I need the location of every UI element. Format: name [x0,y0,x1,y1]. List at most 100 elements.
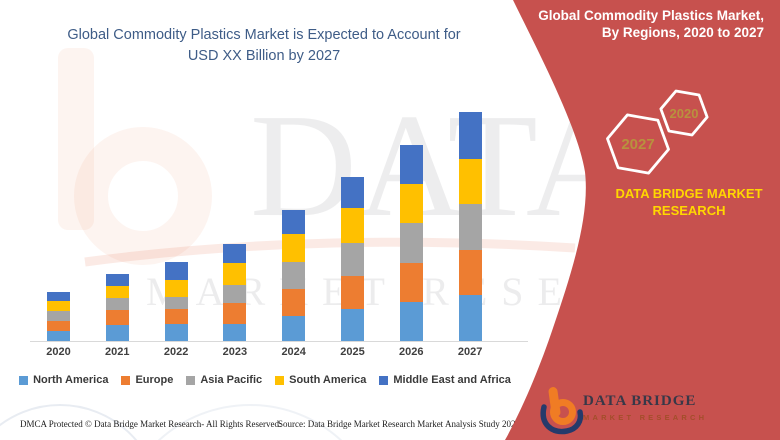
hexagon-2027-icon [606,113,670,175]
legend-item-asia-pacific: Asia Pacific [186,374,262,386]
bar-2027 [458,112,482,341]
bar-segment-2020-europe [47,321,70,331]
bar-segment-2021-south-america [105,286,129,298]
bar-segment-2026-middle-east-and-africa [399,145,423,184]
bar-segment-2020-asia-pacific [47,311,70,321]
bar-segment-2024-europe [282,289,306,316]
sidebar-heading-line1: Global Commodity Plastics Market, [538,8,764,23]
bar-segment-2023-south-america [223,263,247,285]
bar-segment-2027-asia-pacific [458,204,482,250]
bar-segment-2023-asia-pacific [223,285,247,303]
legend: North America Europe Asia Pacific South Ame… [0,374,530,386]
legend-swatch-icon [121,375,131,385]
hexagon-2020-icon [659,89,709,137]
legend-swatch-icon [19,375,29,385]
logo-name: DATA BRIDGE [583,393,697,409]
x-axis-line [30,341,528,342]
legend-item-europe: Europe [121,374,173,386]
x-axis-label-2027: 2027 [457,346,483,358]
bar-segment-2025-south-america [341,208,364,243]
bar-segment-2021-europe [105,310,129,325]
legend-label: Middle East and Africa [393,374,511,386]
bar-segment-2027-south-america [458,159,482,204]
bar-2022 [164,262,188,341]
x-axis-label-2025: 2025 [340,346,365,358]
watermark-swoosh-icon [84,237,576,267]
bar-segment-2026-europe [399,263,423,302]
bar-segment-2022-europe [164,309,188,324]
legend-swatch-icon [379,375,389,385]
x-axis-label-2026: 2026 [399,346,424,358]
hexagon-year-2020: 2020 [670,106,699,121]
logo-tagline: MARKET RESEARCH [583,412,708,422]
bar-segment-2022-middle-east-and-africa [164,262,188,280]
x-axis-label-2024: 2024 [281,346,306,358]
sidebar-heading: Global Commodity Plastics Market, By Reg… [509,8,764,42]
bar-segment-2023-middle-east-and-africa [223,244,247,263]
bar-segment-2024-asia-pacific [282,262,306,289]
bar-segment-2021-asia-pacific [105,298,129,310]
x-axis-label-2021: 2021 [105,346,130,358]
bar-segment-2025-middle-east-and-africa [341,177,364,208]
bar-segment-2024-middle-east-and-africa [282,210,306,234]
bar-segment-2022-asia-pacific [164,297,188,309]
chart-title: Global Commodity Plastics Market is Expe… [0,25,528,66]
legend-item-north-america: North America [19,374,108,386]
bar-segment-2024-south-america [282,234,306,262]
brand-caption: DATA BRIDGE MARKET RESEARCH [596,186,780,220]
brand-caption-line2: RESEARCH [652,202,726,218]
bar-segment-2020-middle-east-and-africa [47,292,70,301]
chart-title-line2: USD XX Billion by 2027 [187,47,341,64]
legend-item-south-america: South America [275,374,366,386]
x-axis-label-2020: 2020 [46,346,71,358]
plot-area: 2020 2021 2022 2023 2024 2025 2026 2027 [0,95,530,358]
bar-2021 [105,274,129,341]
watermark-arc-icon [157,404,343,440]
bar-segment-2027-middle-east-and-africa [458,112,482,159]
bar-segment-2020-north-america [47,331,70,341]
bar-segment-2024-north-america [282,316,306,341]
legend-item-middle-east-and-africa: Middle East and Africa [379,374,511,386]
bar-segment-2021-north-america [105,325,129,341]
bar-2023 [223,244,247,341]
bar-segment-2020-south-america [47,301,70,311]
bar-segment-2026-north-america [399,302,423,341]
x-axis-label-2022: 2022 [163,346,189,358]
brand-caption-line1: DATA BRIDGE MARKET [615,186,763,201]
bar-2025 [341,177,364,341]
hexagon-year-2027: 2027 [621,136,654,153]
footer-source-text: Source: Data Bridge Market Research Mark… [278,419,520,429]
legend-label: Asia Pacific [200,374,263,386]
bar-segment-2027-europe [458,250,482,295]
chart-title-line1: Global Commodity Plastics Market is Expe… [67,27,461,43]
bar-segment-2022-north-america [164,324,188,341]
bar-segment-2025-asia-pacific [341,243,364,276]
sidebar-heading-line2: By Regions, 2020 to 2027 [601,24,764,40]
legend-label: South America [289,374,367,386]
legend-label: North America [33,374,109,386]
bar-segment-2027-north-america [458,295,482,341]
bar-2026 [399,145,423,341]
watermark-arc-icon [0,404,138,440]
x-axis-label-2023: 2023 [222,346,248,358]
legend-swatch-icon [186,375,196,385]
bar-segment-2023-europe [223,303,247,324]
bar-segment-2026-south-america [399,184,423,223]
bar-2020 [47,292,70,341]
bar-segment-2021-middle-east-and-africa [105,274,129,286]
dbmr-logo-icon [540,387,584,435]
legend-label: Europe [135,374,174,386]
bar-segment-2023-north-america [223,324,247,341]
sidebar-background-shape [505,0,780,440]
dbmr-logo-text: DATA BRIDGE MARKET RESEARCH [583,393,707,422]
bar-2024 [282,210,306,341]
footer-dmca-text: DMCA Protected © Data Bridge Market Rese… [20,419,282,429]
bar-segment-2026-asia-pacific [399,223,423,263]
bar-segment-2025-north-america [341,309,364,341]
bar-segment-2025-europe [341,276,364,309]
legend-swatch-icon [275,375,285,385]
bar-segment-2022-south-america [164,280,188,297]
